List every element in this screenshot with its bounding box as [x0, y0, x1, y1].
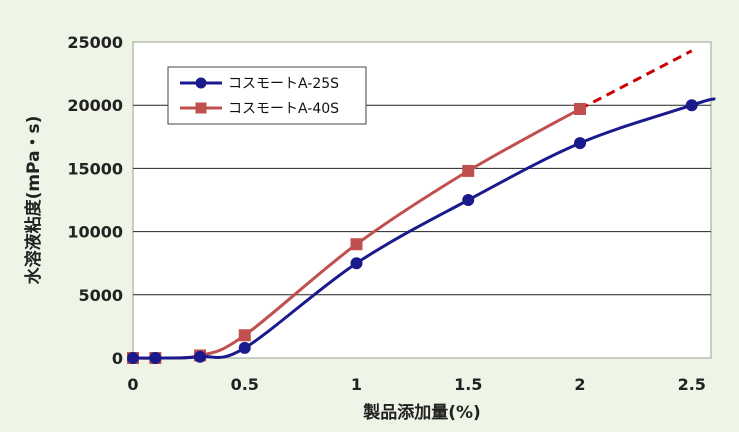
- data-point-a40s: [462, 164, 475, 177]
- legend-box: [167, 66, 367, 125]
- y-tick-label: 10000: [67, 223, 123, 242]
- data-point-a25s: [350, 257, 363, 270]
- series-line-a25s: [131, 97, 716, 360]
- data-point-a25s: [238, 341, 251, 354]
- y-tick-label: 15000: [67, 159, 123, 178]
- data-point-a25s: [462, 194, 475, 206]
- x-tick-label: 0: [127, 375, 138, 394]
- data-point-a40s: [574, 102, 586, 115]
- x-axis-ticks: 0 0.5 1 1.5 2 2.5: [127, 375, 705, 394]
- grid-lines: [133, 104, 711, 296]
- x-axis-title: 製品添加量(%): [362, 402, 481, 423]
- legend-marker-a40s: [195, 102, 207, 114]
- x-tick-label: 1: [351, 375, 362, 394]
- y-tick-label: 5000: [78, 286, 123, 305]
- legend-label-a25s: コスモートA-25S: [228, 76, 339, 92]
- series-layer: [127, 49, 716, 364]
- y-axis-title: 水溶液粘度(mPa・s): [23, 116, 44, 285]
- data-point-a25s: [127, 352, 139, 364]
- data-point-a25s: [194, 350, 207, 363]
- legend-label-a40s: コスモートA-40S: [228, 101, 339, 117]
- x-tick-label: 0.5: [231, 375, 259, 394]
- data-point-a40s: [238, 329, 251, 342]
- x-tick-label: 2.5: [678, 375, 706, 394]
- y-tick-label: 25000: [67, 33, 123, 52]
- data-point-a40s: [350, 238, 363, 251]
- data-point-a25s: [574, 137, 586, 150]
- data-point-a25s: [685, 99, 698, 112]
- y-tick-label: 20000: [67, 96, 123, 115]
- data-point-a25s: [149, 352, 162, 364]
- legend: コスモートA-25S コスモートA-40S: [167, 66, 367, 125]
- extrapolation-line-a40s: [579, 49, 693, 111]
- legend-marker-a25s: [195, 77, 207, 89]
- y-tick-label: 0: [112, 349, 123, 368]
- y-axis-ticks: 0 5000 10000 15000 20000 25000: [67, 33, 123, 368]
- x-tick-label: 2: [574, 375, 585, 394]
- x-tick-label: 1.5: [454, 375, 482, 394]
